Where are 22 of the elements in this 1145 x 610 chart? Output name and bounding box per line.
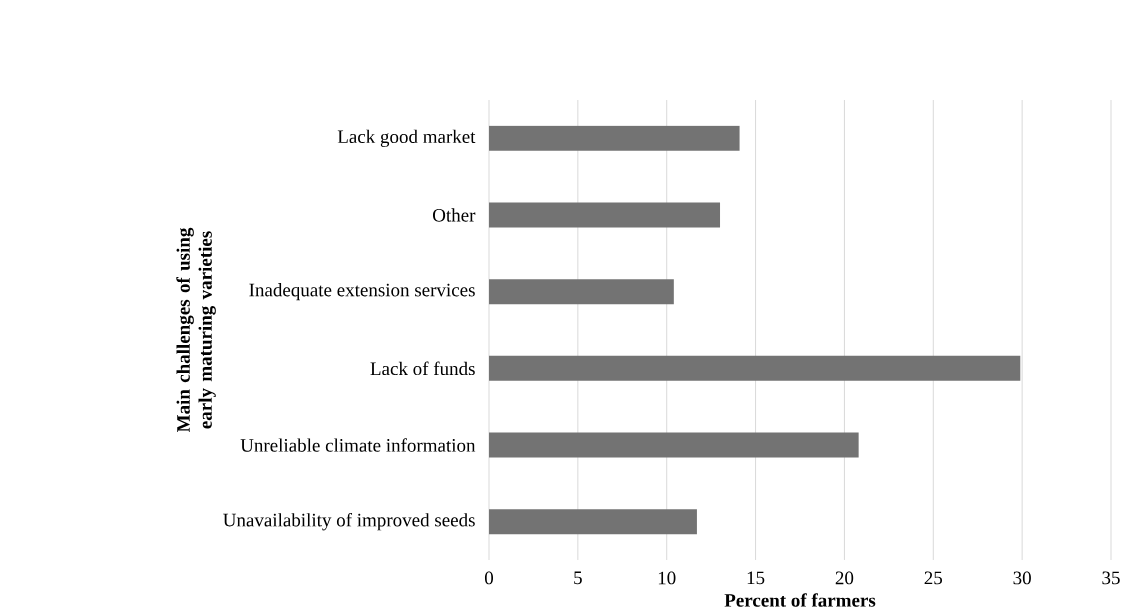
y-tick-label: Unreliable climate information xyxy=(240,438,476,452)
bar xyxy=(489,202,721,228)
bar xyxy=(489,509,697,535)
bar xyxy=(489,355,1021,381)
bar xyxy=(489,279,674,305)
x-tick-label: 10 xyxy=(658,571,676,585)
y-axis-title: Main challenges of using early maturing varieties xyxy=(176,227,216,433)
x-tick-label: 30 xyxy=(1013,571,1031,585)
x-tick-label: 35 xyxy=(1102,571,1120,585)
y-tick-label: Inadequate extension services xyxy=(249,283,475,301)
x-tick-label: 20 xyxy=(835,571,854,585)
x-tick-label: 25 xyxy=(924,571,943,585)
x-axis-title: Percent of farmers xyxy=(724,593,876,607)
bar xyxy=(489,432,859,458)
y-tick-label: Lack good market xyxy=(337,129,476,147)
x-tick-label: 15 xyxy=(747,571,765,585)
y-tick-label: Unavailability of improved seeds xyxy=(223,512,475,531)
bar xyxy=(489,125,740,151)
x-tick-label: 0 xyxy=(484,571,494,585)
y-tick-label: Lack of funds xyxy=(370,361,475,376)
x-tick-label: 5 xyxy=(574,571,582,585)
y-tick-label: Other xyxy=(433,208,476,222)
